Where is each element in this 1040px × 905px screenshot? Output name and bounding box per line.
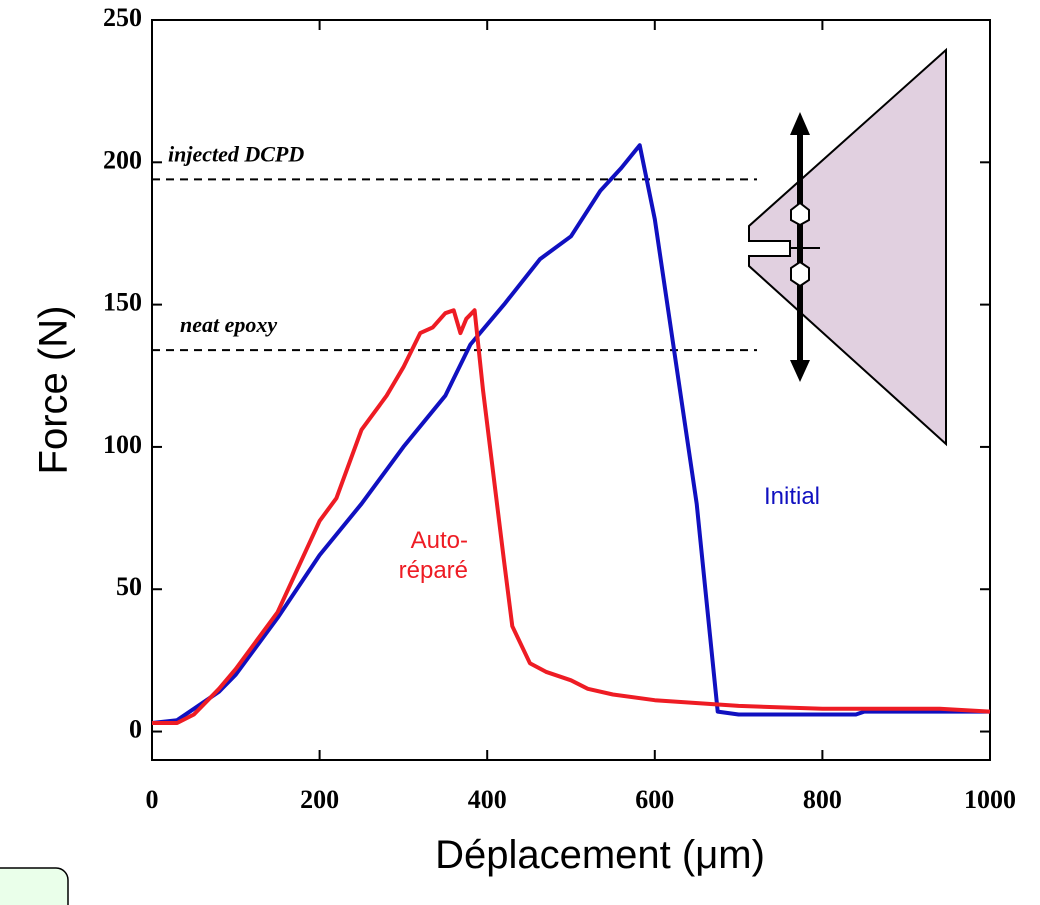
corner-box (0, 867, 69, 905)
y-tick-label: 200 (103, 145, 142, 174)
x-tick-label: 400 (468, 785, 507, 814)
x-tick-label: 800 (803, 785, 842, 814)
x-tick-label: 0 (146, 785, 159, 814)
y-tick-label: 50 (116, 572, 142, 601)
line-series (151, 143, 990, 725)
x-axis-label: Déplacement (μm) (435, 833, 765, 877)
y-tick-label: 0 (129, 715, 142, 744)
y-tick-label: 150 (103, 288, 142, 317)
y-tick-label: 250 (103, 3, 142, 32)
series-label: Initial (763, 483, 820, 510)
specimen-diagram (748, 47, 947, 447)
x-tick-label: 600 (635, 785, 674, 814)
x-tick-label: 1000 (964, 785, 1016, 814)
reference-label: injected DCPD (168, 141, 304, 166)
plot-frame (151, 19, 991, 761)
line-series (152, 308, 991, 725)
reference-label: neat epoxy (180, 312, 277, 337)
series-label: Auto-réparé (398, 527, 468, 584)
y-tick-label: 100 (103, 430, 142, 459)
y-axis-label: Force (N) (32, 306, 76, 475)
x-tick-label: 200 (300, 785, 339, 814)
